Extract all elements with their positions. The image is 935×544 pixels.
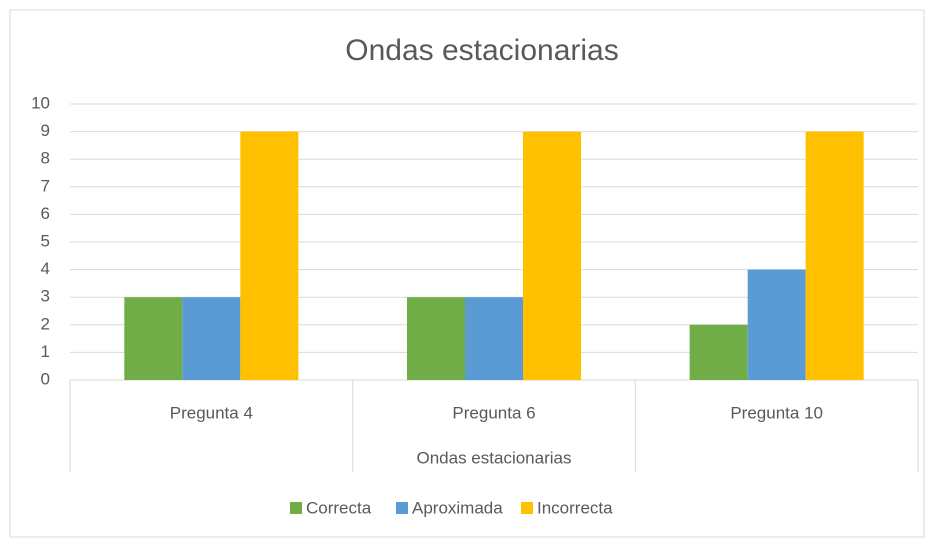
y-tick-label: 9 xyxy=(41,121,50,140)
y-tick-label: 3 xyxy=(41,287,50,306)
bar xyxy=(407,297,465,380)
x-tick-label: Pregunta 4 xyxy=(170,403,253,422)
bar xyxy=(523,131,581,380)
y-tick-label: 5 xyxy=(41,231,50,250)
legend-swatch xyxy=(396,502,408,514)
y-tick-label: 8 xyxy=(41,149,50,168)
y-tick-label: 6 xyxy=(41,204,50,223)
bar xyxy=(240,131,299,380)
x-tick-label: Pregunta 6 xyxy=(452,403,535,422)
y-tick-label: 10 xyxy=(31,93,50,112)
bar xyxy=(805,131,864,380)
bar xyxy=(182,297,241,380)
bar xyxy=(747,269,806,380)
legend-swatch xyxy=(521,502,533,514)
y-tick-label: 7 xyxy=(41,176,50,195)
legend-swatch xyxy=(290,502,302,514)
bar xyxy=(465,297,523,380)
y-tick-label: 4 xyxy=(41,259,50,278)
chart-title: Ondas estacionarias xyxy=(345,34,619,67)
legend-label: Incorrecta xyxy=(537,498,613,517)
legend-label: Aproximada xyxy=(412,498,503,517)
bar xyxy=(124,297,183,380)
y-tick-label: 2 xyxy=(41,314,50,333)
bar xyxy=(689,324,748,380)
x-tick-label: Pregunta 10 xyxy=(730,403,823,422)
y-tick-label: 0 xyxy=(41,369,50,388)
x-axis-label: Ondas estacionarias xyxy=(417,448,572,467)
y-tick-label: 1 xyxy=(41,342,50,361)
legend-label: Correcta xyxy=(306,498,372,517)
